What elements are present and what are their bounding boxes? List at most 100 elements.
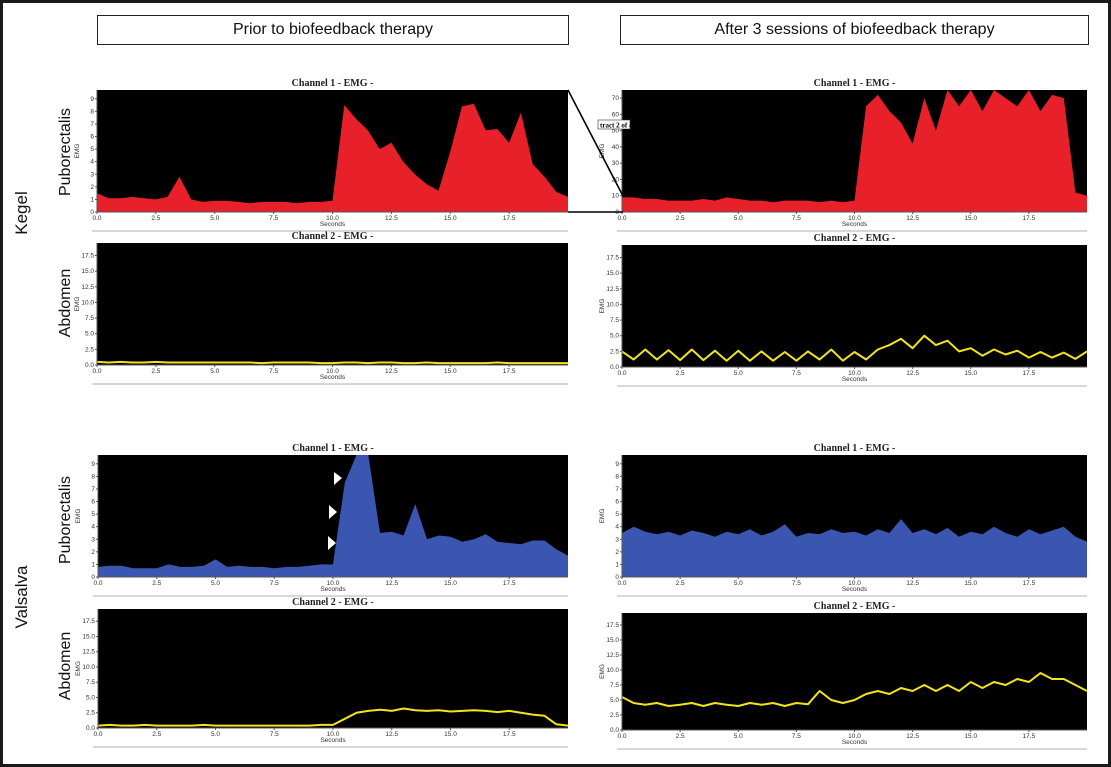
x-tick-label: 0.0 xyxy=(617,733,626,740)
x-axis-label: Seconds xyxy=(842,376,868,383)
emg-area-series xyxy=(622,90,1087,212)
plot-area xyxy=(622,613,1087,730)
y-tick-label: 12.5 xyxy=(606,652,619,659)
x-tick-label: 12.5 xyxy=(906,370,919,377)
y-tick-label: 0.0 xyxy=(610,727,619,734)
y-tick-label: 9 xyxy=(91,461,95,468)
x-tick-label: 10.0 xyxy=(327,731,340,738)
y-tick-label: 2.5 xyxy=(610,348,619,355)
x-axis-label: Seconds xyxy=(842,739,868,746)
x-tick-label: 12.5 xyxy=(385,215,398,222)
x-tick-label: 5.0 xyxy=(734,215,743,222)
y-tick-label: 2 xyxy=(90,184,94,191)
x-tick-label: 17.5 xyxy=(503,731,516,738)
x-tick-label: 12.5 xyxy=(906,215,919,222)
x-tick-label: 2.5 xyxy=(676,215,685,222)
y-tick-label: 2.5 xyxy=(86,710,95,717)
y-tick-label: 9 xyxy=(615,461,619,468)
x-tick-label: 0.0 xyxy=(93,580,102,587)
y-tick-label: 0.0 xyxy=(610,364,619,371)
x-tick-label: 15.0 xyxy=(964,215,977,222)
y-tick-label: 12.5 xyxy=(82,649,95,656)
x-tick-label: 7.5 xyxy=(269,368,278,375)
x-tick-label: 5.0 xyxy=(211,580,220,587)
emg-line-series xyxy=(621,672,1088,707)
x-tick-label: 2.5 xyxy=(676,733,685,740)
x-tick-label: 12.5 xyxy=(906,733,919,740)
y-tick-label: 7 xyxy=(90,121,94,128)
y-tick-label: 7 xyxy=(615,486,619,493)
x-tick-label: 12.5 xyxy=(385,368,398,375)
x-tick-label: 7.5 xyxy=(270,580,279,587)
x-tick-label: 12.5 xyxy=(906,580,919,587)
zoom-label-box xyxy=(597,119,631,130)
y-tick-label: 6 xyxy=(91,499,95,506)
y-axis-label: EMG xyxy=(599,664,606,679)
x-tick-label: 7.5 xyxy=(792,733,801,740)
emg-line-series xyxy=(96,360,568,365)
y-tick-label: 7.5 xyxy=(85,315,94,322)
chart-c5: Channel 1 - EMG - 0.0 2.5 5.0 7.5 10.0 12.5 15.… xyxy=(75,443,568,597)
chart-c3: Channel 1 - EMG - 0.0 2.5 5.0 7.5 10.0 12.5 15.… xyxy=(599,78,1087,232)
y-tick-label: 17.5 xyxy=(606,255,619,262)
x-tick-label: 15.0 xyxy=(444,731,457,738)
y-tick-label: 60 xyxy=(612,111,620,118)
y-tick-label: 5.0 xyxy=(85,331,94,338)
y-tick-label: 4 xyxy=(90,159,94,166)
y-tick-label: 7.5 xyxy=(610,682,619,689)
y-tick-label: 3 xyxy=(91,536,95,543)
x-tick-label: 17.5 xyxy=(1023,580,1036,587)
x-axis-label: Seconds xyxy=(320,586,346,593)
y-tick-label: 15.0 xyxy=(606,270,619,277)
x-tick-label: 17.5 xyxy=(503,580,516,587)
x-tick-label: 10.0 xyxy=(327,580,340,587)
x-axis-label: Seconds xyxy=(320,221,346,228)
chart-c8: Channel 2 - EMG - 0.0 2.5 5.0 7.5 10.0 12.5 15.… xyxy=(599,601,1088,750)
y-tick-label: 30 xyxy=(612,160,620,167)
emg-area-series xyxy=(98,455,568,577)
y-tick-label: 5.0 xyxy=(86,694,95,701)
x-axis-label: Seconds xyxy=(842,586,868,593)
y-tick-label: 2.5 xyxy=(610,712,619,719)
y-tick-label: 7.5 xyxy=(86,679,95,686)
x-tick-label: 15.0 xyxy=(444,215,457,222)
x-axis-label: Seconds xyxy=(320,737,346,744)
x-tick-label: 7.5 xyxy=(792,215,801,222)
y-tick-label: 2.5 xyxy=(85,346,94,353)
y-tick-label: 7.5 xyxy=(610,317,619,324)
y-tick-label: 4 xyxy=(91,524,95,531)
chart-c2: Channel 2 - EMG - 0.0 2.5 5.0 7.5 10.0 12.5 15.… xyxy=(74,231,568,385)
arrowhead-marker-icon xyxy=(329,505,337,519)
y-tick-label: 0.0 xyxy=(86,725,95,732)
x-tick-label: 17.5 xyxy=(503,215,516,222)
emg-area-series xyxy=(97,103,568,212)
y-tick-label: 3 xyxy=(615,536,619,543)
x-tick-label: 0.0 xyxy=(617,370,626,377)
y-tick-label: 1 xyxy=(90,196,94,203)
plot-area xyxy=(622,245,1087,367)
y-tick-label: 10.0 xyxy=(82,664,95,671)
y-tick-label: 2 xyxy=(91,549,95,556)
x-tick-label: 17.5 xyxy=(1023,733,1036,740)
x-tick-label: 2.5 xyxy=(151,368,160,375)
chart-title: Channel 2 - EMG - xyxy=(292,231,374,242)
arrowhead-marker-icon xyxy=(328,536,336,550)
y-tick-label: 10 xyxy=(612,193,620,200)
chart-title: Channel 2 - EMG - xyxy=(814,233,896,244)
y-tick-label: 50 xyxy=(612,128,620,135)
y-tick-label: 17.5 xyxy=(606,622,619,629)
y-tick-label: 0.0 xyxy=(85,362,94,369)
y-axis-label: EMG xyxy=(599,299,606,314)
x-tick-label: 2.5 xyxy=(152,731,161,738)
x-tick-label: 7.5 xyxy=(792,580,801,587)
chart-c4: Channel 2 - EMG - 0.0 2.5 5.0 7.5 10.0 12.5 15.… xyxy=(599,233,1088,387)
y-tick-label: 15.0 xyxy=(606,637,619,644)
zoom-label: tract 2 of 4 xyxy=(600,122,633,130)
y-axis-label: EMG xyxy=(599,509,606,524)
x-tick-label: 7.5 xyxy=(792,370,801,377)
x-tick-label: 10.0 xyxy=(848,733,861,740)
x-tick-label: 7.5 xyxy=(270,731,279,738)
x-tick-label: 0.0 xyxy=(93,731,102,738)
x-tick-label: 2.5 xyxy=(676,580,685,587)
